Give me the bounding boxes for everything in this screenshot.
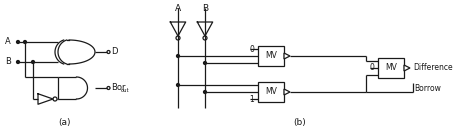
- Text: Difference: Difference: [413, 64, 453, 72]
- Text: Borrow: Borrow: [414, 84, 441, 93]
- Polygon shape: [404, 65, 410, 71]
- Circle shape: [176, 55, 180, 58]
- Text: 0: 0: [369, 64, 374, 72]
- Circle shape: [203, 36, 207, 40]
- Text: B: B: [5, 58, 11, 66]
- Polygon shape: [284, 53, 290, 59]
- Circle shape: [107, 86, 110, 89]
- Circle shape: [53, 97, 57, 101]
- Circle shape: [17, 41, 19, 44]
- Text: MV: MV: [385, 64, 397, 72]
- Text: 1: 1: [249, 95, 254, 103]
- Text: (b): (b): [293, 118, 306, 126]
- Circle shape: [17, 61, 19, 64]
- Circle shape: [24, 41, 27, 44]
- Circle shape: [176, 36, 180, 40]
- Circle shape: [203, 62, 207, 65]
- Circle shape: [31, 61, 35, 64]
- Circle shape: [107, 51, 110, 54]
- Text: 0: 0: [249, 45, 254, 54]
- Text: out: out: [120, 88, 129, 92]
- Circle shape: [176, 83, 180, 86]
- Polygon shape: [284, 89, 290, 95]
- Text: Bor: Bor: [111, 83, 126, 92]
- Text: MV: MV: [265, 52, 277, 61]
- Bar: [258, 82, 284, 102]
- Text: A: A: [5, 38, 11, 46]
- Text: (a): (a): [59, 118, 71, 126]
- Bar: [258, 46, 284, 66]
- Bar: [378, 58, 404, 78]
- Text: B: B: [202, 4, 208, 13]
- Text: A: A: [175, 4, 181, 13]
- Circle shape: [203, 91, 207, 93]
- Text: MV: MV: [265, 88, 277, 96]
- Text: D: D: [111, 48, 118, 56]
